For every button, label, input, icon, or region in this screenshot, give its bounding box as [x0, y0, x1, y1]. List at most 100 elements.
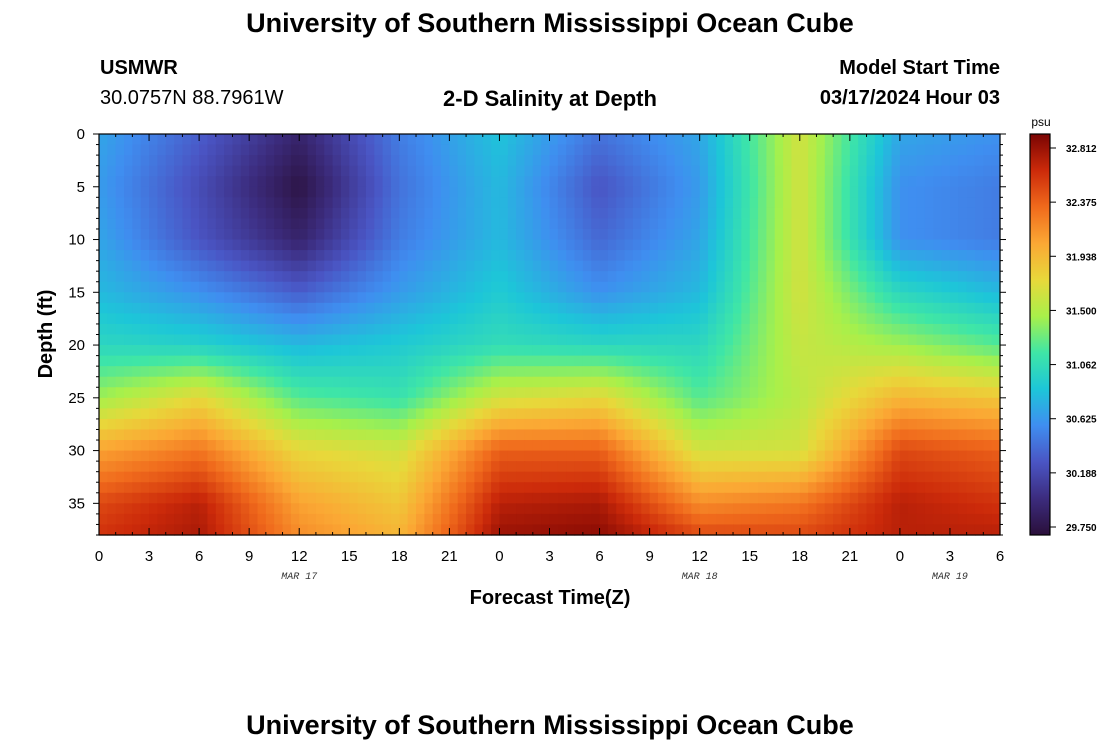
- heatmap-cell: [482, 376, 492, 388]
- heatmap-cell: [924, 471, 934, 483]
- heatmap-cell: [891, 387, 901, 399]
- heatmap-cell: [816, 292, 826, 304]
- heatmap-cell: [315, 366, 325, 378]
- heatmap-cell: [983, 165, 993, 177]
- heatmap-cell: [649, 292, 659, 304]
- heatmap-cell: [174, 345, 184, 357]
- heatmap-cell: [549, 302, 559, 314]
- heatmap-cell: [240, 218, 250, 230]
- heatmap-cell: [349, 197, 359, 209]
- heatmap-cell: [265, 134, 275, 146]
- heatmap-cell: [482, 397, 492, 409]
- heatmap-cell: [265, 492, 275, 504]
- heatmap-cell: [933, 144, 943, 156]
- heatmap-cell: [332, 281, 342, 293]
- heatmap-cell: [666, 144, 676, 156]
- heatmap-cell: [841, 492, 851, 504]
- heatmap-cell: [858, 218, 868, 230]
- heatmap-cell: [691, 313, 701, 325]
- heatmap-cell: [766, 387, 776, 399]
- heatmap-cell: [240, 239, 250, 251]
- x-tick-label: 15: [341, 548, 358, 565]
- heatmap-cell: [449, 366, 459, 378]
- heatmap-cell: [958, 461, 968, 473]
- heatmap-cell: [741, 440, 751, 452]
- heatmap-cell: [916, 323, 926, 336]
- heatmap-cell: [274, 302, 284, 314]
- heatmap-cell: [499, 524, 509, 536]
- heatmap-cell: [215, 376, 225, 388]
- heatmap-cell: [816, 260, 826, 272]
- heatmap-cell: [149, 397, 158, 409]
- heatmap-cell: [808, 513, 818, 526]
- heatmap-cell: [908, 292, 918, 304]
- heatmap-cell: [699, 155, 709, 167]
- heatmap-cell: [457, 323, 467, 336]
- heatmap-cell: [399, 397, 409, 409]
- heatmap-cell: [908, 418, 918, 431]
- heatmap-cell: [607, 492, 617, 504]
- heatmap-cell: [866, 323, 876, 336]
- heatmap-cell: [115, 513, 125, 526]
- heatmap-cell: [674, 228, 684, 241]
- heatmap-cell: [674, 323, 684, 336]
- heatmap-cell: [883, 397, 893, 409]
- heatmap-cell: [582, 429, 592, 441]
- heatmap-cell: [849, 292, 859, 304]
- heatmap-cell: [307, 228, 317, 241]
- heatmap-cell: [290, 239, 300, 251]
- heatmap-cell: [983, 260, 993, 272]
- heatmap-cell: [741, 155, 751, 167]
- heatmap-cell: [791, 281, 801, 293]
- heatmap-cell: [432, 323, 442, 336]
- heatmap-cell: [682, 492, 692, 504]
- heatmap-cell: [457, 197, 467, 209]
- heatmap-cell: [357, 461, 367, 473]
- heatmap-cell: [941, 366, 951, 378]
- heatmap-cell: [541, 503, 551, 515]
- heatmap-cell: [157, 302, 167, 314]
- heatmap-cell: [165, 302, 175, 314]
- heatmap-cell: [674, 197, 684, 209]
- heatmap-cell: [749, 366, 759, 378]
- heatmap-cell: [232, 492, 242, 504]
- heatmap-cell: [624, 345, 634, 357]
- heatmap-cell: [115, 207, 125, 220]
- heatmap-cell: [257, 292, 267, 304]
- heatmap-cell: [866, 345, 876, 357]
- heatmap-cell: [724, 250, 734, 262]
- heatmap-cell: [833, 239, 843, 251]
- heatmap-cell: [432, 429, 442, 441]
- heatmap-cell: [157, 450, 167, 462]
- heatmap-cell: [357, 250, 367, 262]
- heatmap-cell: [557, 144, 567, 156]
- heatmap-cell: [749, 313, 759, 325]
- heatmap-cell: [649, 397, 659, 409]
- heatmap-cell: [315, 418, 325, 431]
- heatmap-cell: [449, 281, 459, 293]
- heatmap-cell: [382, 313, 392, 325]
- heatmap-cell: [657, 366, 667, 378]
- heatmap-cell: [849, 408, 859, 420]
- heatmap-cell: [574, 144, 584, 156]
- heatmap-cell: [215, 292, 225, 304]
- heatmap-cell: [282, 440, 292, 452]
- heatmap-cell: [274, 239, 284, 251]
- heatmap-cell: [691, 165, 701, 177]
- heatmap-cell: [758, 524, 767, 536]
- heatmap-cell: [874, 450, 884, 462]
- heatmap-cell: [466, 207, 476, 220]
- heatmap-cell: [708, 376, 717, 388]
- heatmap-cell: [674, 513, 684, 526]
- heatmap-cell: [991, 228, 1001, 241]
- heatmap-cell: [190, 366, 200, 378]
- heatmap-cell: [324, 250, 334, 262]
- heatmap-cell: [449, 492, 459, 504]
- heatmap-cell: [691, 228, 701, 241]
- heatmap-cell: [808, 302, 818, 314]
- heatmap-cell: [699, 503, 709, 515]
- heatmap-cell: [632, 397, 642, 409]
- heatmap-cell: [524, 207, 534, 220]
- heatmap-cell: [649, 313, 659, 325]
- heatmap-cell: [858, 260, 868, 272]
